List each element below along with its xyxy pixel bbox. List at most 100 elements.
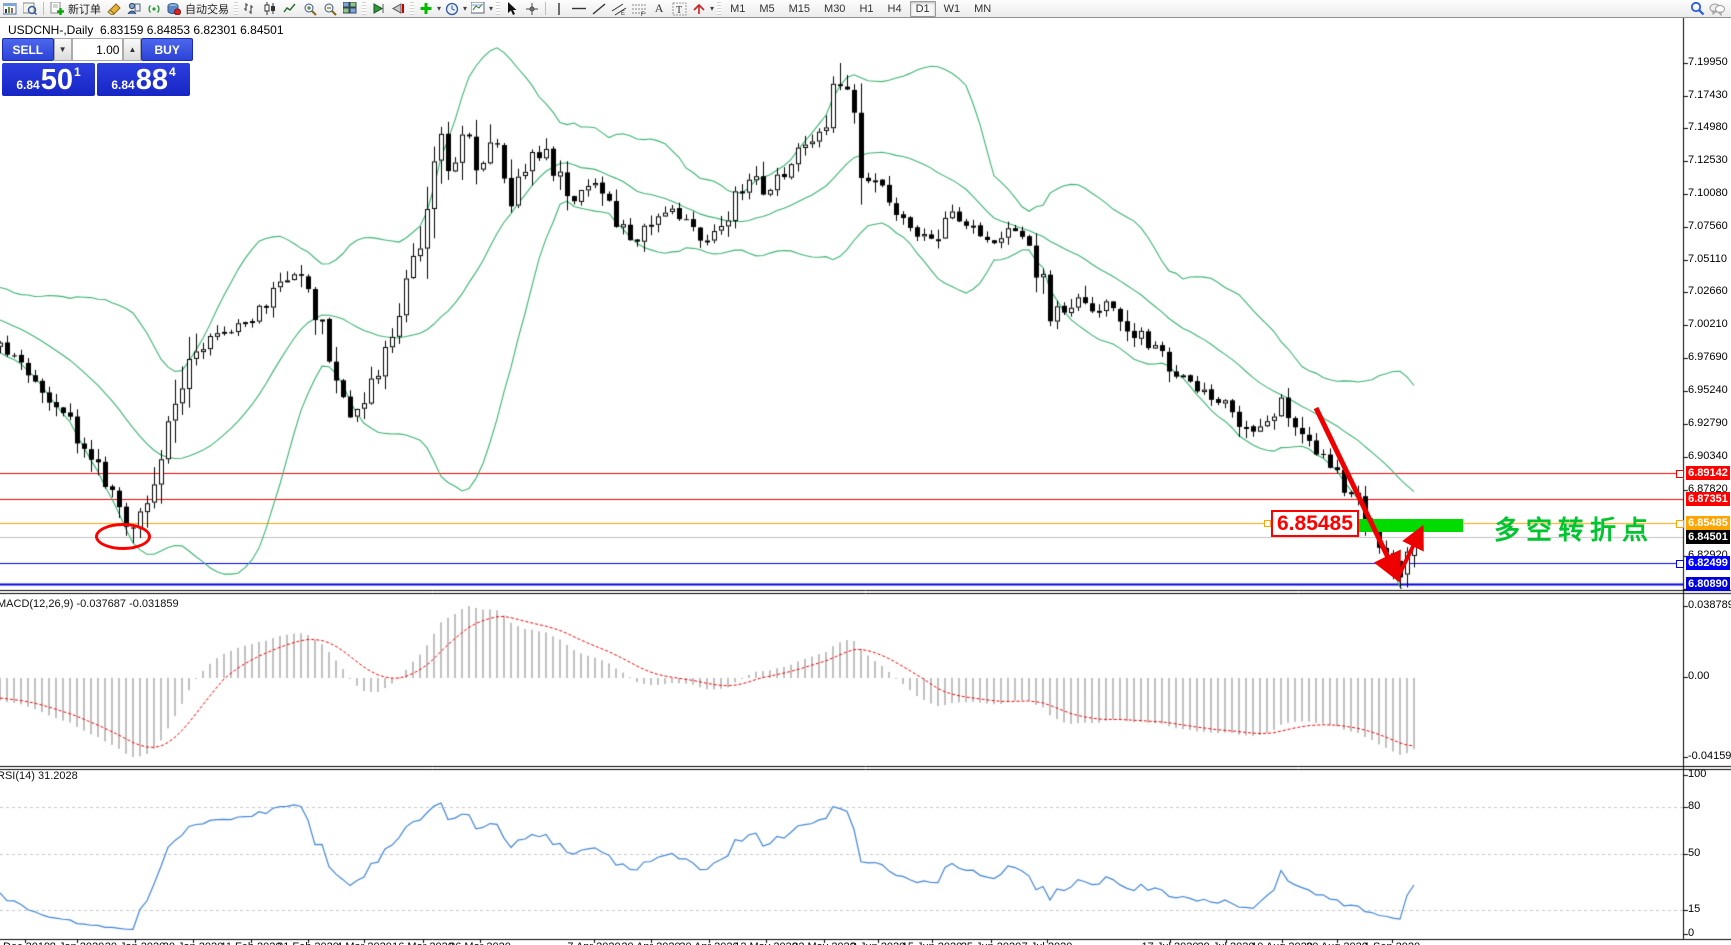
- timeframe-m5[interactable]: M5: [759, 2, 775, 15]
- date-tick-label: 20 Aug 2020: [1306, 941, 1368, 945]
- date-tick-label: 30 Jan 2020: [163, 941, 224, 945]
- text-label-tool-icon[interactable]: T: [670, 1, 688, 16]
- price-tick-label: 7.14980: [1688, 121, 1728, 133]
- volume-input[interactable]: 1.00: [71, 38, 124, 61]
- indicators-dropdown-caret[interactable]: ▾: [437, 4, 442, 13]
- price-line-badge: 6.82499: [1686, 556, 1730, 570]
- new-order-label[interactable]: 新订单: [68, 3, 101, 16]
- timeframe-group: M1 M5 M15 M30 H1 H4 D1 W1 MN: [723, 0, 998, 17]
- date-tick-label: 22 May 2020: [792, 941, 856, 945]
- profile-preview-icon[interactable]: [21, 1, 39, 16]
- toolbar-grip: [234, 2, 238, 15]
- horizontal-line-tool-icon[interactable]: [570, 1, 588, 16]
- rsi-tick-label: 80: [1688, 800, 1701, 812]
- timeframe-m30[interactable]: M30: [824, 2, 846, 15]
- timeframe-h1[interactable]: H1: [859, 2, 874, 15]
- zoom-out-icon[interactable]: [321, 1, 339, 16]
- autotrading-label[interactable]: 自动交易: [185, 3, 229, 16]
- autotrading-icon[interactable]: [165, 1, 183, 16]
- toolbar-grip: [362, 2, 366, 15]
- vertical-line-tool-icon[interactable]: [550, 1, 568, 16]
- signal-icon[interactable]: [145, 1, 163, 16]
- chinese-annotation[interactable]: 多空转折点: [1494, 515, 1655, 545]
- date-tick-label: 7 Jul 2020: [1022, 941, 1073, 945]
- timeframe-h4[interactable]: H4: [887, 2, 902, 15]
- indicators-icon[interactable]: [417, 1, 435, 16]
- volume-decrease-button[interactable]: ▼: [53, 38, 72, 61]
- volume-increase-button[interactable]: ▲: [123, 38, 142, 61]
- timeframe-m1[interactable]: M1: [730, 2, 746, 15]
- date-tick-label: 21 Feb 2020: [277, 941, 339, 945]
- green-highlight-rect[interactable]: [1357, 519, 1463, 532]
- timeframe-mn[interactable]: MN: [974, 2, 992, 15]
- chart-area[interactable]: USDCNH-,Daily 6.83159 6.84853 6.82301 6.…: [0, 18, 1731, 945]
- auto-scroll-icon[interactable]: [369, 1, 387, 16]
- line-chart-icon[interactable]: [281, 1, 299, 16]
- rsi-tick-label: 0: [1688, 927, 1695, 939]
- date-tick-label: 20 Jan 2020: [105, 941, 166, 945]
- callout-line-handle[interactable]: [1264, 520, 1271, 527]
- search-icon[interactable]: [1688, 1, 1706, 16]
- rsi-tick-label: 15: [1688, 903, 1701, 915]
- periods-clock-icon[interactable]: [443, 1, 461, 16]
- hline-handle[interactable]: [1676, 470, 1684, 478]
- tile-windows-icon[interactable]: [341, 1, 359, 16]
- bar-chart-icon[interactable]: [241, 1, 259, 16]
- templates-dropdown-caret[interactable]: ▾: [489, 4, 494, 13]
- fibonacci-tool-icon[interactable]: F: [630, 1, 648, 16]
- candlestick-chart-icon[interactable]: [261, 1, 279, 16]
- rsi-value: 31.2028: [37, 770, 78, 782]
- price-line-badge: 6.80890: [1686, 577, 1730, 591]
- chat-icon[interactable]: [1708, 1, 1726, 16]
- price-tick-label: 7.02660: [1688, 285, 1728, 297]
- channel-tool-icon[interactable]: E: [610, 1, 628, 16]
- price-line-badge: 6.84501: [1686, 530, 1730, 544]
- templates-icon[interactable]: [469, 1, 487, 16]
- timeframe-m15[interactable]: M15: [788, 2, 811, 15]
- crosshair-tool-icon[interactable]: [523, 1, 541, 16]
- trendline-tool-icon[interactable]: [590, 1, 608, 16]
- arrows-dropdown-caret[interactable]: ▾: [710, 4, 715, 13]
- fibo-tag: F: [641, 12, 645, 16]
- macd-tick-label: 0.038789: [1688, 599, 1731, 611]
- toolbar-grip: [496, 2, 501, 15]
- chart-window-icon[interactable]: [1, 1, 19, 16]
- trade-panel-top-row: SELL ▼ 1.00 ▲ BUY: [2, 38, 193, 61]
- arrows-tool-icon[interactable]: [690, 1, 708, 16]
- price-tick-label: 7.07560: [1688, 220, 1728, 232]
- zoom-in-icon[interactable]: [301, 1, 319, 16]
- publisher-icon[interactable]: [125, 1, 143, 16]
- rsi-tick-label: 50: [1688, 847, 1701, 859]
- buy-price-sup: 4: [168, 65, 176, 79]
- symbol-ohlc-line: USDCNH-,Daily 6.83159 6.84853 6.82301 6.…: [8, 23, 284, 37]
- eraser-icon[interactable]: [105, 1, 123, 16]
- sell-price-small: 6.84: [16, 78, 40, 92]
- rsi-tick-label: 100: [1688, 768, 1707, 780]
- text-tool-icon[interactable]: A: [654, 1, 664, 15]
- timeframe-d1[interactable]: D1: [909, 0, 936, 17]
- macd-signal-value: -0.031859: [129, 598, 179, 610]
- channel-tag: E: [621, 11, 625, 16]
- timeframe-w1[interactable]: W1: [943, 2, 961, 15]
- macd-tick-label: -0.04159: [1688, 750, 1731, 762]
- date-tick-label: 11 Feb 2020: [221, 941, 282, 945]
- red-ellipse-annotation[interactable]: [95, 523, 151, 550]
- hline-handle[interactable]: [1676, 560, 1684, 568]
- new-order-icon[interactable]: [48, 1, 66, 16]
- hline-handle[interactable]: [1676, 520, 1684, 528]
- toolbar-grip: [717, 2, 722, 15]
- price-callout-box[interactable]: 6.85485: [1271, 510, 1359, 537]
- price-tick-label: 7.05110: [1688, 253, 1727, 265]
- sell-button[interactable]: SELL: [2, 38, 54, 61]
- date-tick-label: Dec 2019: [3, 941, 50, 945]
- buy-button[interactable]: BUY: [141, 38, 193, 61]
- buy-price-tile[interactable]: 6.84 88 4: [97, 63, 190, 96]
- date-tick-label: 29 Jul 2020: [1198, 941, 1255, 945]
- price-chart-canvas[interactable]: [0, 18, 1731, 945]
- periods-dropdown-caret[interactable]: ▾: [463, 4, 468, 13]
- date-tick-label: 17 Jul 2020: [1142, 941, 1199, 945]
- price-tick-label: 7.19950: [1688, 56, 1728, 68]
- chart-shift-icon[interactable]: [389, 1, 407, 16]
- cursor-tool-icon[interactable]: [503, 1, 521, 16]
- sell-price-tile[interactable]: 6.84 50 1: [2, 63, 95, 96]
